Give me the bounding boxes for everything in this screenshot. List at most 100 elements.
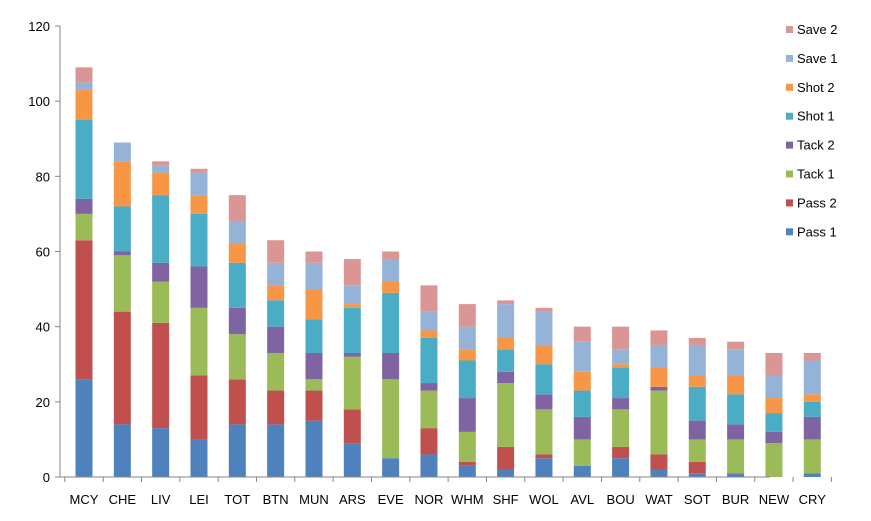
bar-segment <box>267 285 285 301</box>
bar-segment <box>458 360 476 399</box>
bar-segment <box>75 213 93 241</box>
bar-segment <box>75 240 93 380</box>
x-tick-label: WOL <box>529 492 559 507</box>
legend-label: Shot 1 <box>797 109 835 124</box>
bar-segment <box>727 341 745 350</box>
bar-segment <box>343 352 361 357</box>
bar-segment <box>497 469 515 477</box>
bar-segment <box>343 356 361 410</box>
y-tick-label: 20 <box>36 395 50 410</box>
bar-segment <box>765 431 783 444</box>
bar-segment <box>688 439 706 462</box>
bar-segment <box>343 259 361 286</box>
x-tick-label: MCY <box>70 492 99 507</box>
bar-segment <box>727 349 745 376</box>
bar-segment <box>343 285 361 305</box>
x-tick-label: WAT <box>645 492 672 507</box>
bar-segment <box>382 379 400 459</box>
bar-segment <box>650 330 668 346</box>
bar-segment <box>803 439 821 474</box>
bar-segment <box>497 371 515 384</box>
bar-segment <box>190 266 208 308</box>
bar-segment <box>267 240 285 263</box>
bar-segment <box>688 461 706 474</box>
bar-segment <box>573 416 591 440</box>
bar-segment <box>458 304 476 327</box>
bar-segment <box>650 469 668 477</box>
bar-segment <box>612 458 630 477</box>
bar-segment <box>688 337 706 346</box>
bar-segment <box>152 322 170 429</box>
bar-segment <box>152 262 170 282</box>
bar-segment <box>305 251 323 263</box>
bar-segment <box>803 352 821 361</box>
x-tick-label: TOT <box>224 492 250 507</box>
bar-segment <box>420 390 438 429</box>
legend-swatch <box>786 26 793 33</box>
bar-segment <box>382 281 400 293</box>
bar-segment <box>650 368 668 387</box>
bar-segment <box>612 349 630 365</box>
bar-segment <box>765 352 783 376</box>
bar-segment <box>420 330 438 338</box>
bar-segment <box>727 424 745 440</box>
bar-segment <box>113 161 131 207</box>
y-tick-label: 60 <box>36 245 50 260</box>
bar-segment <box>688 345 706 376</box>
bar-segment <box>458 465 476 477</box>
bar-segment <box>612 398 630 410</box>
x-tick-label: BOU <box>607 492 635 507</box>
bar-segment <box>803 394 821 402</box>
bar-segment <box>305 289 323 320</box>
bar-segment <box>458 349 476 361</box>
bar-segment <box>765 375 783 399</box>
bar-segment <box>458 398 476 432</box>
bar-segment <box>497 337 515 350</box>
bar-segment <box>75 89 93 120</box>
bar-segment <box>420 428 438 455</box>
bar-segment <box>382 352 400 380</box>
bar-segment <box>305 262 323 290</box>
bar-segment <box>612 364 630 369</box>
x-tick-label: BUR <box>722 492 749 507</box>
bars <box>75 67 821 477</box>
bar-segment <box>420 454 438 477</box>
bar-segment <box>75 119 93 199</box>
bar-segment <box>190 172 208 196</box>
legend-label: Pass 1 <box>797 224 837 239</box>
bar-segment <box>573 390 591 417</box>
bar-segment <box>267 326 285 353</box>
bar-segment <box>727 375 745 395</box>
bar-segment <box>267 352 285 391</box>
x-tick-label: AVL <box>570 492 594 507</box>
bar-segment <box>535 345 553 365</box>
legend-swatch <box>786 141 793 149</box>
bar-segment <box>305 352 323 380</box>
y-tick-label: 0 <box>43 470 50 485</box>
bar-segment <box>190 307 208 376</box>
bar-segment <box>113 251 131 256</box>
bar-segment <box>75 379 93 477</box>
bar-segment <box>803 416 821 440</box>
legend-swatch <box>786 112 793 120</box>
bar-segment <box>152 161 170 166</box>
x-tick-label: BTN <box>263 492 289 507</box>
bar-segment <box>535 311 553 346</box>
legend-swatch <box>786 170 793 178</box>
x-tick-label: ARS <box>339 492 366 507</box>
legend-swatch <box>786 83 793 91</box>
x-tick-label: LEI <box>189 492 209 507</box>
bar-segment <box>228 221 246 244</box>
bar-segment <box>190 195 208 214</box>
bar-segment <box>190 213 208 267</box>
bar-segment <box>382 251 400 260</box>
x-tick-label: LIV <box>151 492 171 507</box>
bar-segment <box>688 386 706 421</box>
bar-segment <box>228 262 246 308</box>
legend-label: Tack 2 <box>797 138 835 153</box>
bar-segment <box>382 458 400 477</box>
bar-segment <box>765 413 783 432</box>
bar-segment <box>267 300 285 327</box>
bar-segment <box>75 198 93 214</box>
bar-segment <box>152 428 170 477</box>
